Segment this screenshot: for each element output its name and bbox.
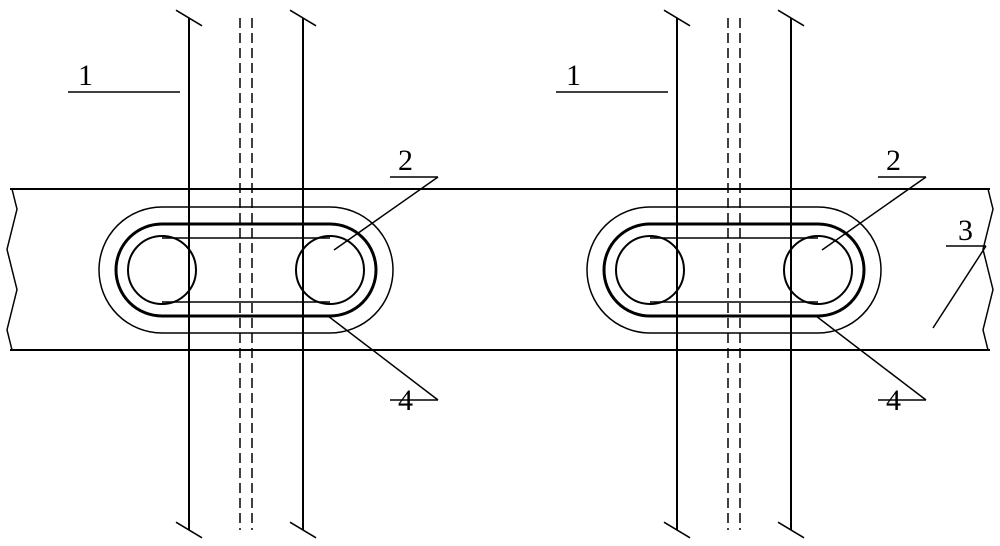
svg-text:3: 3 [958, 214, 973, 247]
tube-end-left-1 [616, 236, 684, 304]
svg-text:2: 2 [886, 144, 901, 177]
tube-end-right-1 [784, 236, 852, 304]
svg-text:2: 2 [398, 144, 413, 177]
svg-text:1: 1 [78, 59, 93, 92]
beam-break-left [7, 189, 17, 350]
tube-end-right-0 [296, 236, 364, 304]
tube-end-left-0 [128, 236, 196, 304]
svg-text:1: 1 [566, 59, 581, 92]
beam-break-right [983, 189, 993, 350]
slot-outer-1 [587, 207, 881, 333]
slot-outer-0 [99, 207, 393, 333]
